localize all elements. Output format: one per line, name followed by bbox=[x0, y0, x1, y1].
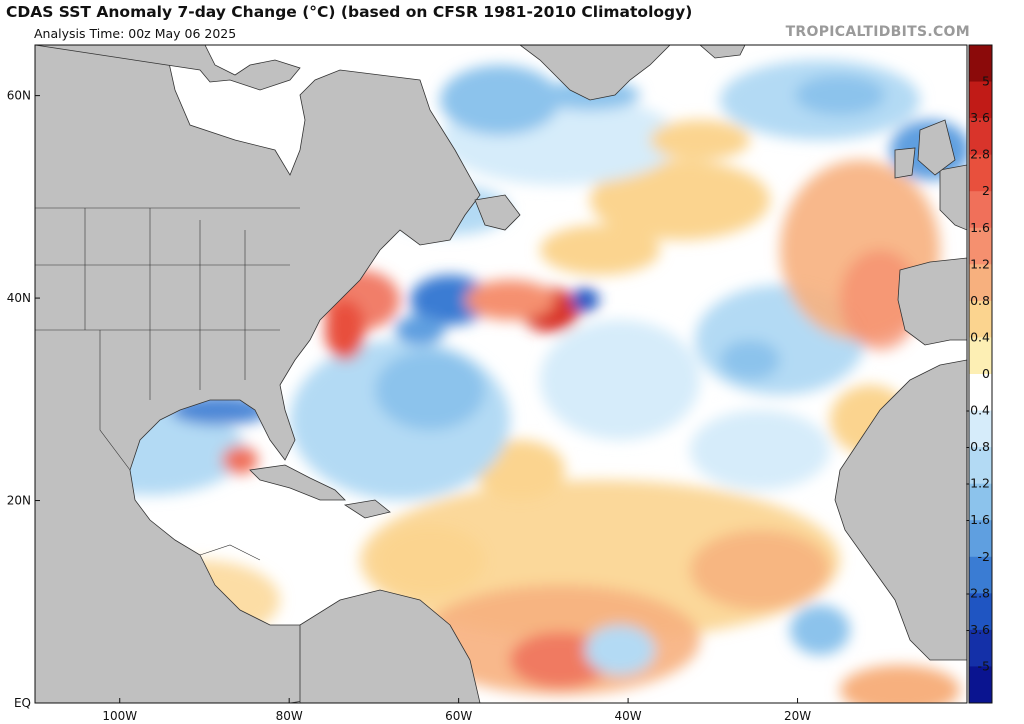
lat-tick-label: 40N bbox=[7, 291, 31, 305]
lon-tick-label: 80W bbox=[276, 709, 303, 723]
colorbar-label: 2 bbox=[982, 183, 990, 198]
colorbar-label: -0.4 bbox=[966, 403, 990, 418]
colorbar-label: 0 bbox=[982, 366, 990, 381]
map-frame bbox=[34, 44, 968, 704]
colorbar-segment bbox=[969, 374, 992, 412]
colorbar-label: 0.8 bbox=[970, 293, 990, 308]
colorbar-label: -5 bbox=[978, 658, 990, 673]
colorbar-segment bbox=[969, 300, 992, 338]
political-borders bbox=[35, 207, 300, 561]
colorbar-segment bbox=[969, 154, 992, 192]
lon-tick-label: 60W bbox=[445, 709, 472, 723]
colorbar-label: 2.8 bbox=[970, 147, 990, 162]
land-masses bbox=[35, 45, 967, 703]
lon-tick-label: 100W bbox=[102, 709, 137, 723]
colorbar-segment bbox=[969, 337, 992, 375]
watermark: TROPICALTIDBITS.COM bbox=[785, 24, 970, 40]
colorbar-label: -0.8 bbox=[966, 439, 990, 454]
colorbar: 5 3.6 2.8 2 1.6 1.2 0.8 0.4 0 -0.4 -0.8 -1.2 -1.6 -2 -… bbox=[966, 44, 993, 704]
colorbar-label: -2 bbox=[978, 549, 990, 564]
lon-tick-label: 20W bbox=[784, 709, 811, 723]
colorbar-segment bbox=[969, 593, 992, 631]
lat-tick-label: 60N bbox=[7, 89, 31, 103]
analysis-time: Analysis Time: 00z May 06 2025 bbox=[34, 26, 237, 41]
colorbar-label: -1.6 bbox=[966, 512, 990, 527]
colorbar-segment bbox=[969, 264, 992, 302]
colorbar-segment bbox=[969, 81, 992, 119]
colorbar-segment bbox=[969, 410, 992, 448]
colorbar-segment bbox=[969, 447, 992, 485]
colorbar-label: 3.6 bbox=[970, 110, 990, 125]
colorbar-label: -3.6 bbox=[966, 622, 990, 637]
colorbar-label: 1.2 bbox=[970, 256, 990, 271]
colorbar-label: 5 bbox=[982, 74, 990, 89]
lat-tick-label: 20N bbox=[7, 494, 31, 508]
colorbar-label: -2.8 bbox=[966, 585, 990, 600]
colorbar-label: 0.4 bbox=[970, 329, 990, 344]
longitude-labels: 100W 80W 60W 40W 20W bbox=[102, 709, 811, 723]
tick-marks bbox=[35, 95, 799, 703]
lon-tick-label: 40W bbox=[615, 709, 642, 723]
colorbar-segment bbox=[969, 227, 992, 265]
colorbar-segment bbox=[969, 520, 992, 558]
colorbar-segment bbox=[969, 483, 992, 521]
colorbar-segment bbox=[969, 629, 992, 667]
colorbar-segment bbox=[969, 191, 992, 229]
colorbar-segment bbox=[969, 666, 992, 704]
colorbar-segment bbox=[969, 556, 992, 594]
colorbar-label: 1.6 bbox=[970, 220, 990, 235]
lat-tick-label: EQ bbox=[14, 696, 31, 710]
colorbar-label: -1.2 bbox=[966, 476, 990, 491]
map-title: CDAS SST Anomaly 7-day Change (°C) (base… bbox=[6, 3, 693, 21]
colorbar-segment bbox=[969, 118, 992, 156]
colorbar-segment bbox=[969, 45, 992, 83]
colorbar-border bbox=[968, 44, 993, 704]
latitude-labels: 60N 40N 20N EQ bbox=[7, 89, 31, 710]
